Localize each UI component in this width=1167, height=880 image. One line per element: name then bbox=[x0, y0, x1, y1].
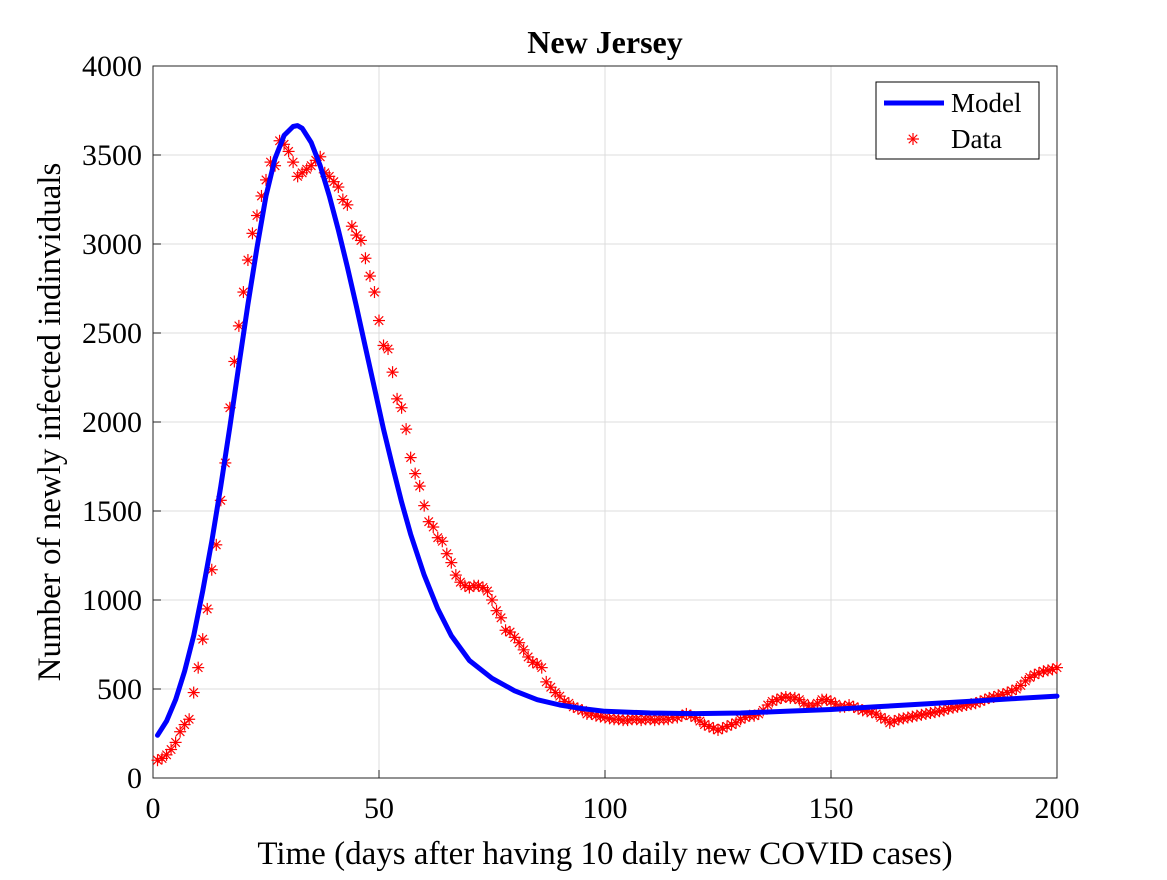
data-point bbox=[192, 661, 205, 674]
data-point bbox=[481, 585, 494, 598]
y-tick-label: 4000 bbox=[82, 50, 142, 83]
data-point bbox=[373, 314, 385, 327]
chart-title: New Jersey bbox=[527, 24, 682, 60]
data-point bbox=[1051, 661, 1063, 674]
data-point bbox=[458, 579, 471, 592]
y-tick-label: 2500 bbox=[82, 317, 142, 350]
data-point bbox=[1041, 664, 1054, 677]
data-point bbox=[440, 547, 453, 560]
data-point bbox=[183, 713, 196, 726]
data-point bbox=[418, 499, 431, 512]
data-point bbox=[391, 392, 404, 405]
x-tick-label: 100 bbox=[583, 792, 628, 825]
x-tick-label: 50 bbox=[364, 792, 394, 825]
x-tick-label: 0 bbox=[146, 792, 161, 825]
data-point bbox=[436, 535, 449, 548]
data-point bbox=[513, 636, 526, 649]
y-tick-label: 500 bbox=[97, 673, 142, 706]
data-point bbox=[341, 198, 354, 211]
data-point bbox=[187, 686, 200, 699]
data-point bbox=[368, 286, 381, 299]
legend-data-swatch bbox=[907, 133, 919, 145]
y-tick-label: 0 bbox=[127, 762, 142, 795]
data-point bbox=[359, 252, 372, 265]
data-point bbox=[287, 156, 300, 169]
data-point bbox=[241, 254, 254, 267]
data-point bbox=[246, 227, 259, 240]
data-point bbox=[382, 343, 395, 356]
data-point bbox=[413, 480, 426, 493]
data-point bbox=[1001, 686, 1014, 699]
data-point bbox=[332, 181, 345, 194]
data-point bbox=[363, 270, 376, 283]
data-point bbox=[603, 712, 616, 725]
data-point bbox=[712, 723, 724, 736]
x-tick-label: 150 bbox=[809, 792, 854, 825]
legend-model-label: Model bbox=[951, 88, 1022, 118]
data-point bbox=[445, 556, 458, 569]
data-point bbox=[345, 220, 358, 233]
data-point bbox=[400, 423, 413, 436]
data-point bbox=[766, 695, 779, 708]
y-tick-label: 3500 bbox=[82, 139, 142, 172]
model-series-line bbox=[155, 123, 1060, 738]
data-point bbox=[201, 602, 214, 615]
data-point bbox=[535, 661, 548, 674]
data-point bbox=[409, 467, 422, 480]
data-point bbox=[354, 234, 367, 247]
data-point bbox=[517, 643, 530, 656]
data-point bbox=[395, 401, 408, 414]
data-point bbox=[404, 451, 417, 464]
data-point bbox=[427, 521, 440, 534]
data-point bbox=[169, 736, 182, 749]
y-tick-label: 2000 bbox=[82, 406, 142, 439]
series bbox=[151, 123, 1063, 767]
data-point bbox=[350, 229, 363, 242]
y-tick-label: 1000 bbox=[82, 584, 142, 617]
legend-data-label: Data bbox=[951, 124, 1002, 154]
data-point bbox=[761, 699, 774, 712]
axis-ticks: 0 50 100 150 2000500100015002000250030003500… bbox=[82, 50, 1080, 825]
data-point bbox=[386, 366, 399, 379]
data-point bbox=[196, 633, 209, 646]
data-point bbox=[449, 569, 462, 582]
data-point bbox=[165, 743, 178, 756]
legend: Model Data bbox=[875, 81, 1040, 160]
legend-box bbox=[875, 81, 1040, 160]
data-point bbox=[291, 170, 304, 183]
data-point bbox=[174, 725, 187, 738]
data-point bbox=[490, 604, 503, 617]
data-point bbox=[486, 594, 498, 606]
data-point bbox=[282, 145, 295, 158]
x-axis-label: Time (days after having 10 daily new COV… bbox=[257, 836, 952, 872]
y-tick-label: 3000 bbox=[82, 228, 142, 261]
x-tick-label: 200 bbox=[1035, 792, 1080, 825]
y-axis-label: Number of newly infected indinviduals bbox=[32, 163, 68, 682]
y-tick-label: 1500 bbox=[82, 495, 142, 528]
data-point bbox=[495, 611, 508, 624]
